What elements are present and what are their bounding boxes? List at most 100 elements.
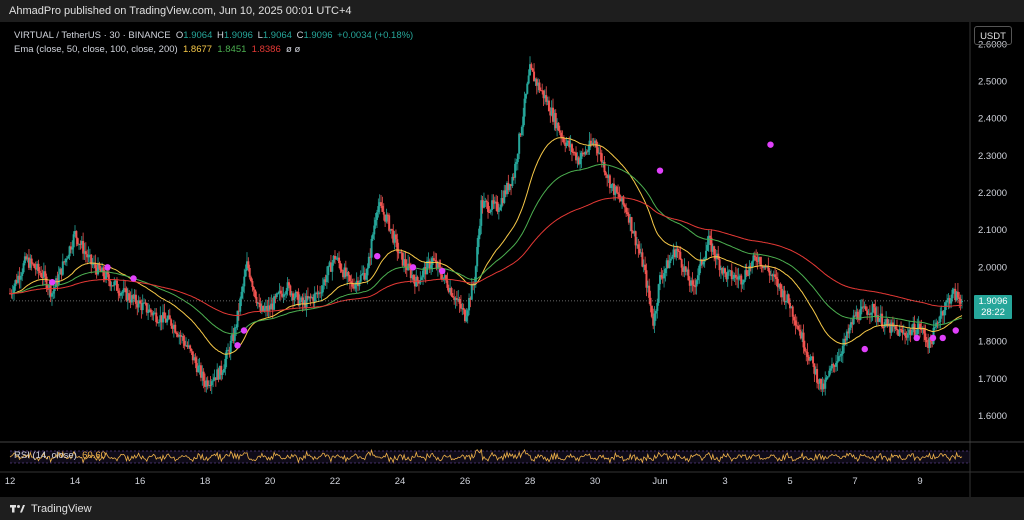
candle-body <box>323 279 326 286</box>
candle-body <box>212 380 215 382</box>
ohlc-value-l: 1.9064 <box>262 30 295 41</box>
candle-body <box>531 68 534 72</box>
candle-body <box>836 361 839 363</box>
candle-body <box>485 201 488 203</box>
ema200-line <box>10 197 962 316</box>
candle-body <box>400 251 403 253</box>
candle-body <box>599 152 602 154</box>
candle-body <box>464 309 466 322</box>
candle-body <box>37 263 40 272</box>
candle-body <box>939 315 942 322</box>
candle-body <box>118 293 121 296</box>
candle-body <box>446 280 449 288</box>
candle-body <box>602 161 605 163</box>
candle-body <box>877 315 880 322</box>
candle-body <box>258 302 261 304</box>
candle-body <box>300 297 303 301</box>
candle-body <box>214 377 217 380</box>
candle-body <box>862 306 865 308</box>
candle-body <box>881 313 884 327</box>
candle-body <box>840 354 843 356</box>
signal-marker <box>130 275 137 282</box>
candle-body <box>564 142 567 146</box>
candle-body <box>931 341 934 345</box>
candle-body <box>60 268 63 275</box>
candle-body <box>560 132 563 138</box>
price-chart[interactable]: 2.60002.50002.40002.30002.20002.10002.00… <box>0 22 1024 497</box>
ema200-value: 1.8386 <box>251 44 281 55</box>
x-tick-label: 9 <box>917 476 922 487</box>
candle-body <box>742 279 745 283</box>
candle-body <box>621 196 624 202</box>
candle-body <box>478 225 481 236</box>
candle-body <box>109 280 112 287</box>
candle-body <box>591 142 594 145</box>
candle-body <box>814 369 817 374</box>
candle-body <box>694 286 697 288</box>
candle-body <box>254 289 257 297</box>
candle-body <box>530 64 533 69</box>
candle-body <box>653 313 656 326</box>
candle-body <box>405 266 408 271</box>
candle-body <box>365 275 368 280</box>
candle-body <box>64 258 67 263</box>
signal-marker <box>952 327 959 334</box>
candle-body <box>235 327 238 329</box>
ema50-line <box>10 137 963 355</box>
candle-body <box>17 275 20 283</box>
candle-body <box>778 283 781 288</box>
candle-body <box>789 302 791 309</box>
signal-marker <box>49 278 56 286</box>
candle-body <box>385 214 388 222</box>
candle-body <box>579 159 582 165</box>
candle-body <box>331 262 334 272</box>
candle-body <box>848 327 851 334</box>
candle-body <box>764 266 767 268</box>
candle-body <box>772 274 775 277</box>
candle-body <box>491 200 494 210</box>
candle-body <box>404 259 407 267</box>
candle-body <box>955 291 958 301</box>
candle-body <box>128 293 131 300</box>
candle-body <box>868 313 871 315</box>
candle-body <box>15 280 18 283</box>
candle-body <box>362 273 365 275</box>
candle-body <box>908 329 911 334</box>
candle-body <box>209 385 212 387</box>
candle-body <box>370 238 373 258</box>
candle-body <box>317 292 320 295</box>
candle-body <box>700 259 703 265</box>
candle-body <box>919 323 921 330</box>
candle-body <box>608 175 611 189</box>
candle-body <box>237 310 240 312</box>
y-tick-label: 1.8000 <box>978 337 1007 348</box>
candle-body <box>156 322 159 324</box>
candle-body <box>287 282 290 286</box>
candle-body <box>136 303 139 308</box>
candle-body <box>409 268 412 279</box>
candle-body <box>748 265 751 276</box>
chart-area[interactable]: 2.6000 2.5000 2.4000 2.3000 2.2000 2.1000 2.00… <box>0 22 1024 497</box>
candle-body <box>388 215 391 231</box>
y-tick-label: 2.5000 <box>978 76 1007 87</box>
ema-legend: Ema (close, 50, close, 100, close, 200) … <box>14 44 300 55</box>
candle-body <box>885 319 888 323</box>
candle-body <box>913 323 916 336</box>
footer-bar: TradingView <box>0 497 1024 520</box>
candle-body <box>820 378 823 390</box>
currency-button[interactable]: USDT <box>974 26 1012 45</box>
x-tick-label: Jun <box>652 476 667 487</box>
candle-body <box>168 315 171 320</box>
candle-body <box>41 276 44 278</box>
candle-body <box>174 324 177 333</box>
candle-body <box>933 326 936 328</box>
candle-body <box>422 270 425 278</box>
candle-body <box>461 308 464 310</box>
signal-marker <box>374 252 381 260</box>
candle-body <box>527 75 530 84</box>
candle-body <box>845 331 848 341</box>
candle-body <box>179 335 182 337</box>
candle-body <box>195 363 198 373</box>
candle-body <box>577 157 580 165</box>
candle-body <box>583 153 586 155</box>
